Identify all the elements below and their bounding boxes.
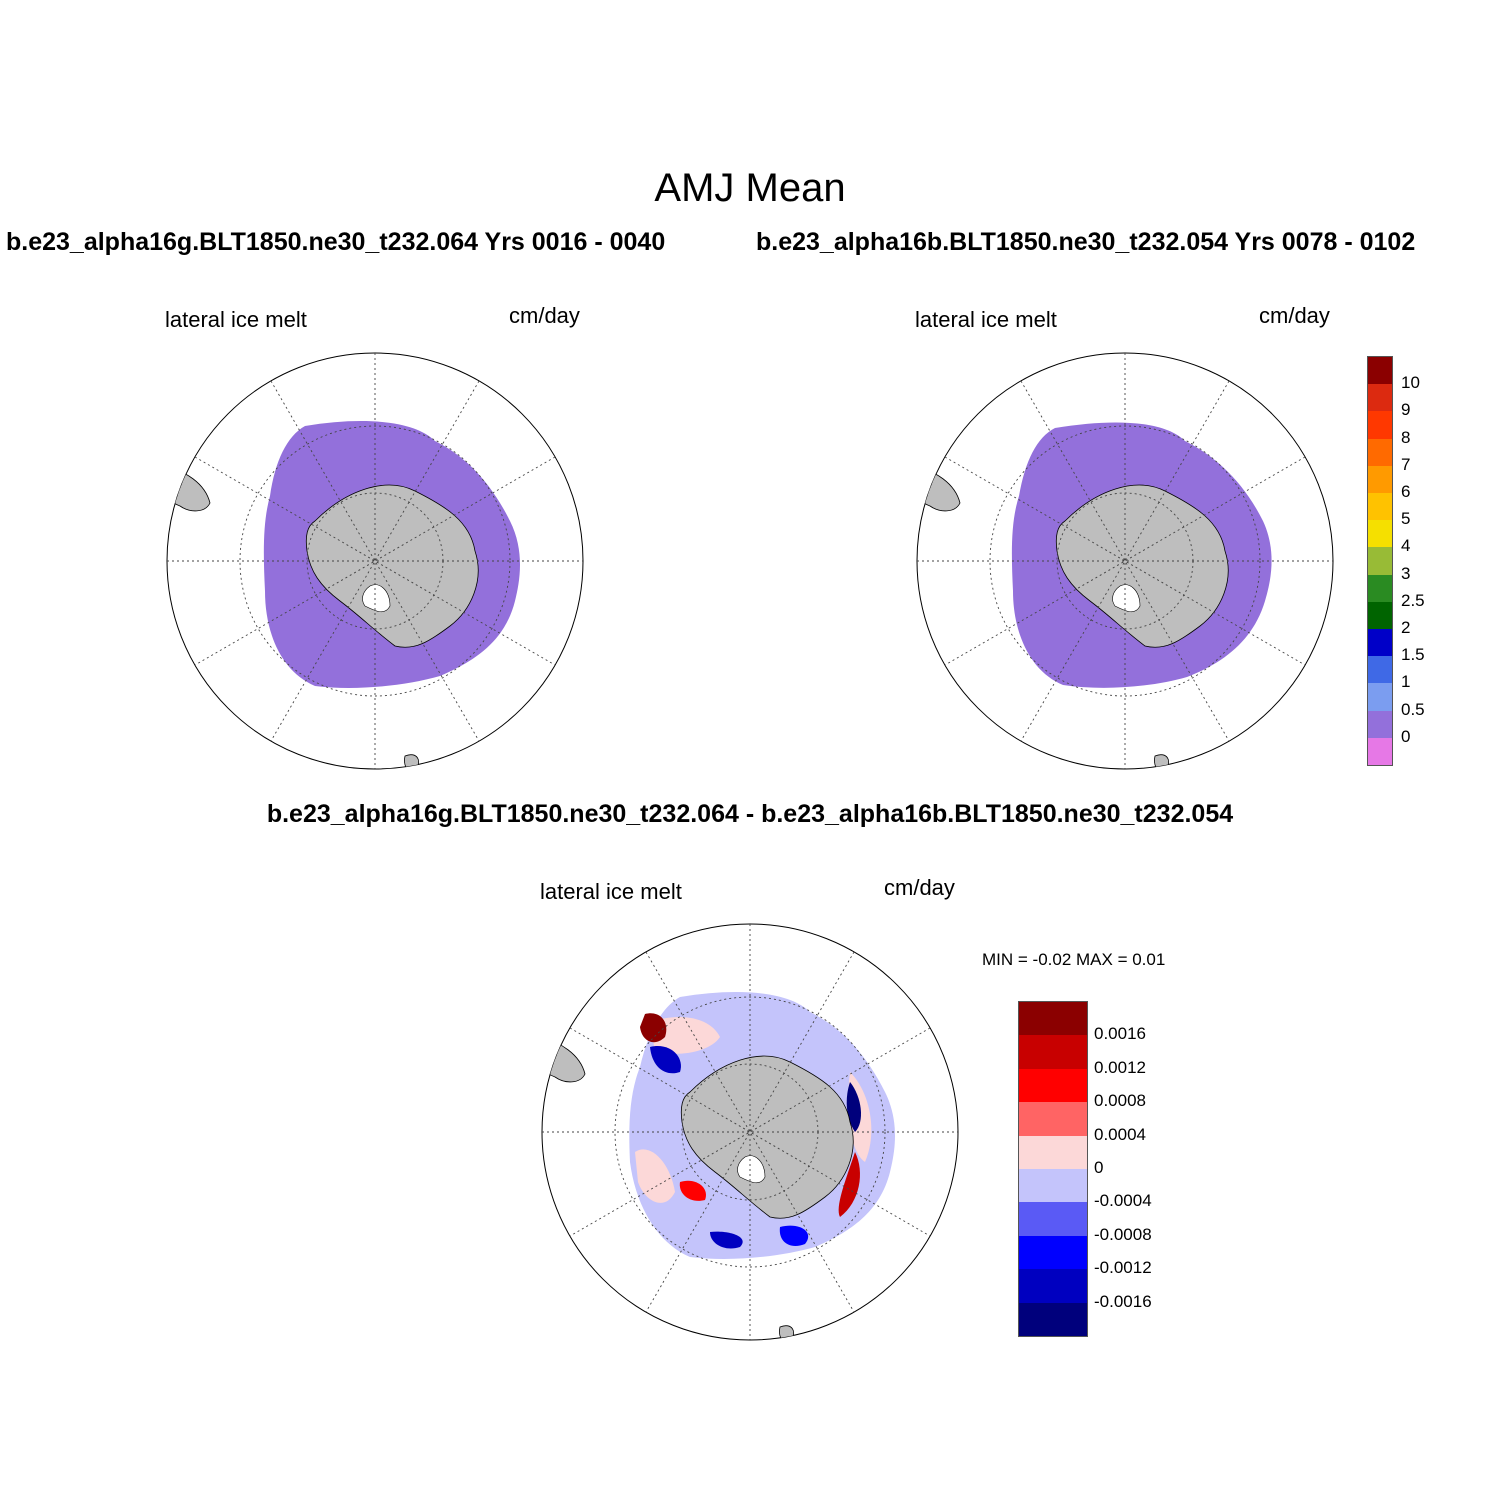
left-polar-map: [166, 352, 584, 770]
colorbar-tick-label: 0: [1094, 1158, 1104, 1177]
colorbar-swatch: [1368, 601, 1392, 629]
colorbar-swatch: [1019, 1302, 1087, 1336]
difference-strong-negative: [650, 1046, 681, 1074]
colorbar-tick-label: -0.0016: [1094, 1291, 1152, 1311]
colorbar-tick-label: 1.5: [1401, 645, 1425, 665]
colorbar-swatch: [1368, 737, 1392, 765]
colorbar-swatch: [1019, 1102, 1087, 1136]
colorbar-swatch: [1019, 1235, 1087, 1270]
colorbar-tick-label: -0.0008: [1094, 1224, 1152, 1244]
colorbar-tick-label: 2.5: [1401, 590, 1425, 610]
colorbar-swatch: [1019, 1002, 1087, 1036]
colorbar-swatch: [1368, 547, 1392, 575]
colorbar-swatch: [1368, 520, 1392, 548]
case-title-left: b.e23_alpha16g.BLT1850.ne30_t232.064 Yrs…: [6, 228, 666, 256]
colorbar-tick-label: 0.5: [1401, 699, 1425, 719]
diff-minmax: MIN = -0.02 MAX = 0.01: [982, 950, 1166, 969]
antarctica-land: [680, 1055, 854, 1219]
colorbar-swatch: [1368, 384, 1392, 412]
difference-strong-negative: [846, 1082, 862, 1132]
colorbar-swatch: [1368, 438, 1392, 466]
colorbar-tick-label: 5: [1401, 509, 1411, 529]
colorbar-tick-label: 0.0012: [1094, 1057, 1146, 1077]
difference-title: b.e23_alpha16g.BLT1850.ne30_t232.064 - b…: [266, 800, 1234, 828]
difference-polar-map: [541, 923, 959, 1341]
right-polar-map: [916, 352, 1334, 770]
right-units-label: cm/day: [1259, 303, 1330, 328]
colorbar-swatch: [1019, 1068, 1087, 1103]
colorbar-tick-label: 10: [1401, 373, 1420, 393]
colorbar-swatch: [1368, 574, 1392, 602]
antarctica-land: [305, 484, 479, 648]
ross-ice-shelf: [737, 1155, 766, 1184]
new-zealand-land: [404, 754, 419, 769]
left-variable-label: lateral ice melt: [165, 307, 307, 332]
figure-title: AMJ Mean: [654, 166, 846, 210]
colorbar-swatch: [1019, 1169, 1087, 1203]
new-zealand-land: [779, 1325, 794, 1340]
colorbar-tick-label: 9: [1401, 400, 1411, 420]
difference-strong-positive: [838, 1152, 860, 1217]
colorbar-tick-label: 3: [1401, 563, 1411, 583]
right-variable-label: lateral ice melt: [915, 307, 1057, 332]
colorbar-swatch: [1019, 1135, 1087, 1169]
ross-ice-shelf: [1112, 584, 1141, 613]
colorbar-swatch: [1368, 465, 1392, 493]
colorbar-tick-label: 0.0008: [1094, 1091, 1146, 1111]
colorbar-tick-label: 2: [1401, 618, 1411, 637]
colorbar-swatch: [1019, 1269, 1087, 1303]
ross-ice-shelf: [362, 584, 391, 613]
main-colorbar-swatches: [1367, 356, 1393, 766]
difference-positive-region: [635, 1149, 675, 1203]
new-zealand-land: [1154, 754, 1169, 769]
colorbar-swatch: [1368, 411, 1392, 439]
colorbar-tick-label: 4: [1401, 536, 1411, 556]
colorbar-tick-label: -0.0012: [1094, 1258, 1152, 1278]
left-units-label: cm/day: [509, 303, 580, 328]
colorbar-tick-label: -0.0004: [1094, 1191, 1152, 1211]
colorbar-swatch: [1368, 710, 1392, 738]
diff-variable-label: lateral ice melt: [540, 879, 682, 904]
colorbar-swatch: [1368, 493, 1392, 521]
colorbar-swatch: [1019, 1202, 1087, 1236]
colorbar-tick-label: 0: [1401, 726, 1411, 746]
difference-strong-negative: [779, 1225, 809, 1247]
colorbar-tick-label: 0.0016: [1094, 1024, 1146, 1044]
difference-positive-region: [650, 1017, 720, 1054]
colorbar-swatch: [1019, 1035, 1087, 1069]
case-title-right: b.e23_alpha16b.BLT1850.ne30_t232.054 Yrs…: [756, 228, 1416, 256]
colorbar-tick-label: 1: [1401, 672, 1411, 692]
colorbar-tick-label: 8: [1401, 427, 1411, 447]
diff-units-label: cm/day: [884, 875, 955, 900]
colorbar-swatch: [1368, 683, 1392, 711]
difference-strong-negative: [710, 1231, 743, 1249]
difference-colorbar-swatches: [1018, 1001, 1088, 1337]
antarctica-land: [1055, 484, 1229, 648]
difference-strong-positive: [679, 1180, 706, 1201]
colorbar-swatch: [1368, 656, 1392, 684]
colorbar-tick-label: 0.0004: [1094, 1124, 1146, 1144]
colorbar-swatch: [1368, 629, 1392, 657]
colorbar-tick-label: 6: [1401, 482, 1411, 501]
colorbar-swatch: [1368, 357, 1392, 385]
difference-strong-positive: [640, 1013, 667, 1043]
colorbar-tick-label: 7: [1401, 454, 1411, 474]
